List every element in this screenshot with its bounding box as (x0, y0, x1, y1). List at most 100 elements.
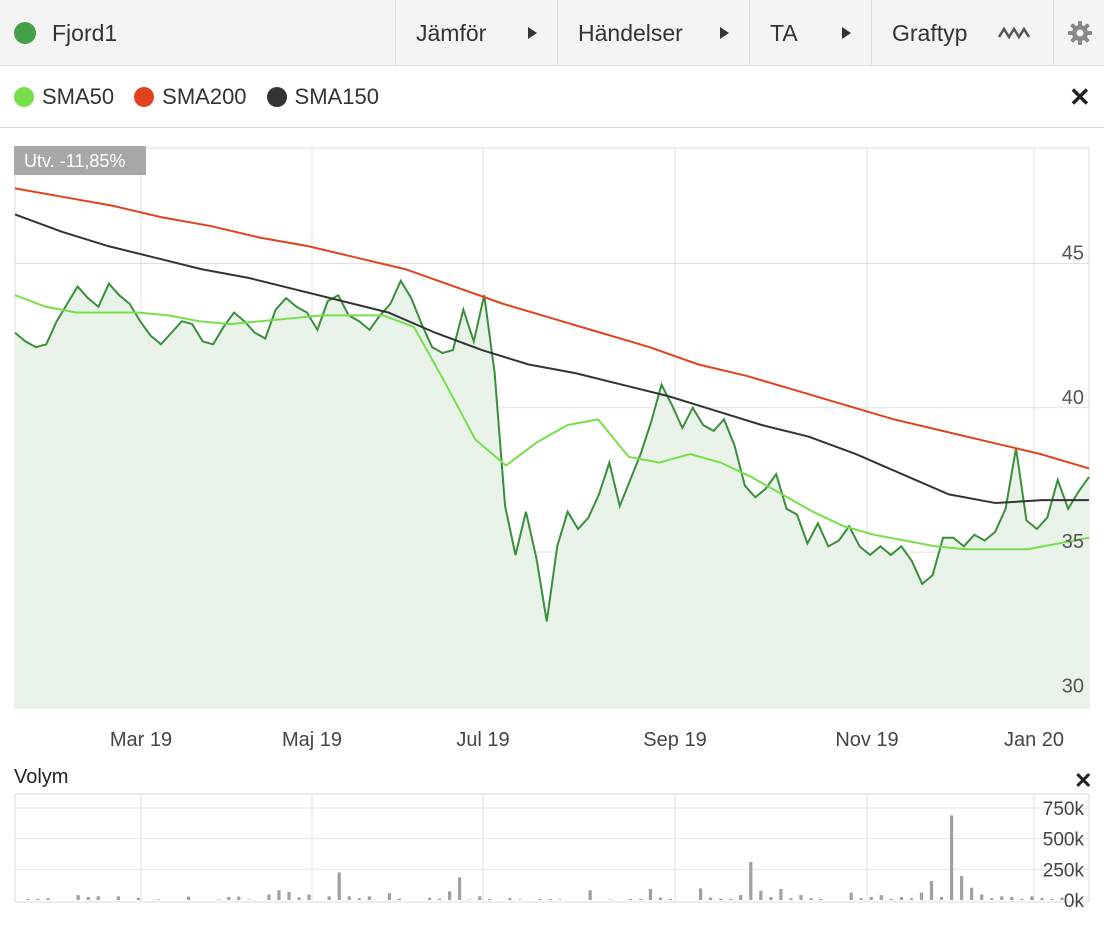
performance-badge-bg (14, 146, 146, 175)
volume-bar (1060, 897, 1064, 900)
volume-bar (699, 888, 703, 900)
volume-bar (26, 899, 30, 900)
volume-bar (387, 893, 391, 900)
y-tick-label: 35 (1062, 531, 1084, 553)
volume-bar (327, 896, 331, 900)
line-sma150 (14, 213, 1089, 505)
events-button[interactable]: Händelser (557, 0, 749, 66)
volume-bar (779, 888, 783, 900)
volume-bar (949, 815, 954, 900)
compare-button[interactable]: Jämför (395, 0, 557, 66)
legend-label-sma200: SMA200 (162, 83, 247, 109)
ta-label: TA (770, 19, 798, 46)
volume-bar (86, 896, 90, 900)
x-tick-label: Nov 19 (835, 729, 898, 751)
volume-bar (427, 897, 432, 900)
volume-bar (538, 899, 542, 900)
volume-bar (287, 892, 291, 900)
zigzag-line-icon (997, 26, 1031, 40)
settings-button[interactable] (1053, 0, 1104, 66)
volume-bar (187, 896, 191, 900)
x-tick-label: Maj 19 (282, 729, 342, 751)
volume-bar (357, 898, 361, 900)
volume-bar (217, 899, 221, 900)
volume-y-tick-label: 250k (1043, 860, 1085, 881)
price-chart: 30 35 40 45 Mar 19 Maj 19 Jul 19 Sep 19 Nov 19 J… (14, 146, 1090, 751)
close-volume-icon[interactable]: ✕ (1074, 768, 1093, 793)
graph-type-button[interactable]: Graftyp (871, 0, 1053, 66)
volume-bar (939, 896, 944, 900)
volume-bar (1030, 896, 1034, 900)
y-tick-label: 40 (1062, 387, 1084, 409)
ta-arrow-icon (842, 27, 851, 39)
volume-bar (488, 899, 492, 900)
volume-bar (367, 896, 371, 900)
volume-title: Volym (14, 766, 69, 788)
volume-bar (448, 891, 452, 900)
close-indicators-icon[interactable]: ✕ (1069, 82, 1091, 112)
volume-bar (638, 899, 642, 900)
volume-bar (307, 894, 311, 900)
volume-bar (116, 896, 120, 900)
volume-bar (789, 898, 793, 900)
volume-bar (648, 888, 653, 900)
legend-item-sma200[interactable]: SMA200 (134, 83, 247, 110)
volume-bar (899, 896, 903, 900)
legend-label-sma150: SMA150 (294, 83, 379, 109)
legend-label-sma50: SMA50 (42, 83, 115, 109)
volume-bar (156, 899, 161, 900)
gear-icon (1068, 21, 1092, 45)
volume-bar (1000, 896, 1004, 900)
ta-button[interactable]: TA (749, 0, 871, 66)
price-line (14, 278, 1090, 622)
volume-bar (929, 880, 934, 900)
volume-bar (869, 896, 873, 900)
volume-bar (769, 896, 773, 900)
line-sma50 (14, 294, 1090, 551)
volume-bar (397, 898, 402, 900)
volume-bar (1010, 896, 1014, 900)
legend-item-sma150[interactable]: SMA150 (266, 83, 379, 110)
events-label: Händelser (578, 19, 683, 46)
volume-bar (96, 896, 100, 900)
x-tick-label: Mar 19 (110, 729, 172, 751)
instrument-color-dot (14, 22, 36, 44)
volume-chart: 0k 250k 500k 750k (14, 793, 1090, 910)
volume-bar (608, 899, 612, 900)
y-tick-label: 30 (1062, 675, 1084, 697)
volume-border (14, 793, 1090, 903)
volume-bar (739, 895, 743, 900)
legend-dot-sma150 (266, 86, 287, 107)
volume-bar (909, 898, 914, 900)
volume-bar (849, 892, 853, 900)
volume-bar (36, 898, 40, 900)
volume-bar (709, 897, 713, 900)
volume-bar (1050, 899, 1054, 900)
x-tick-label: Jul 19 (456, 729, 509, 751)
performance-badge: Utv. -11,85% (24, 151, 125, 171)
volume-bar (879, 895, 883, 900)
legend-item-sma50[interactable]: SMA50 (14, 84, 114, 110)
volume-bar (458, 877, 462, 900)
line-sma200 (14, 187, 1090, 470)
volume-bar (749, 861, 753, 900)
volume-bar (1020, 898, 1024, 900)
legend-dot-sma50 (14, 86, 34, 107)
x-tick-label: Jan 20 (1004, 729, 1064, 751)
volume-bar (468, 899, 472, 900)
volume-bar (919, 892, 924, 900)
volume-bar (1040, 898, 1044, 900)
volume-bar (719, 898, 723, 900)
volume-y-tick-label: 750k (1043, 799, 1085, 820)
instrument-title: Fjord1 (0, 0, 117, 66)
compare-label: Jämför (416, 19, 487, 46)
y-tick-label: 45 (1062, 242, 1084, 264)
volume-bar (136, 897, 141, 900)
compare-arrow-icon (528, 27, 537, 39)
volume-bar (76, 895, 80, 900)
volume-bar (628, 898, 632, 900)
instrument-name: Fjord1 (52, 19, 118, 46)
volume-bar (970, 887, 974, 900)
volume-bar (277, 890, 281, 900)
volume-y-tick-label: 500k (1043, 830, 1085, 851)
